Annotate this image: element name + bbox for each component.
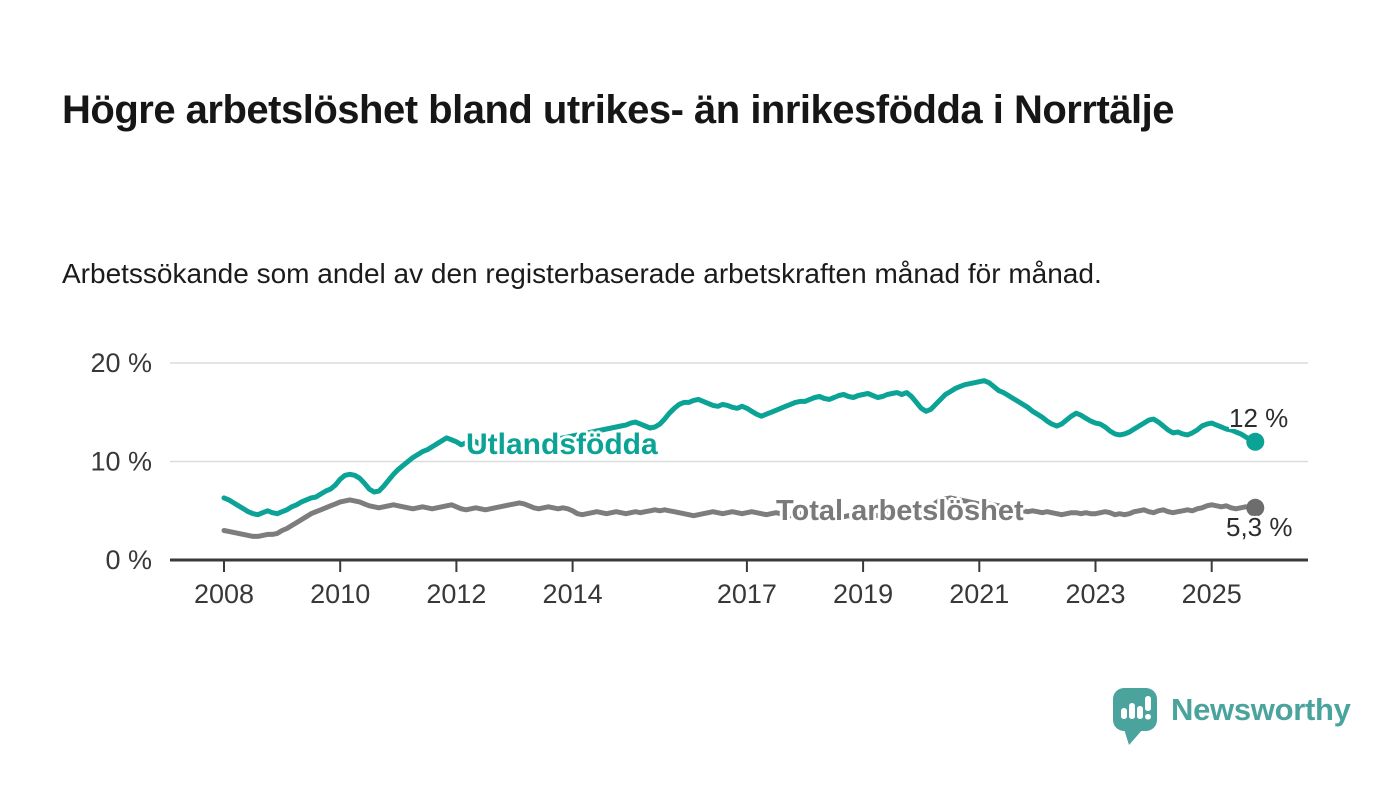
- exclamation-icon-dot: [1145, 714, 1151, 720]
- series-label-total-arbetsloshet: Total arbetslöshet: [776, 495, 1024, 527]
- series-end-dot: [1246, 498, 1265, 517]
- x-axis-tick-label: 2017: [717, 579, 777, 609]
- bar-icon-2: [1129, 703, 1135, 719]
- x-axis-tick-label: 2008: [194, 579, 254, 609]
- x-axis-tick-label: 2014: [543, 579, 603, 609]
- y-axis-tick-label: 10 %: [90, 447, 152, 477]
- end-value-label-total: 5,3 %: [1226, 512, 1293, 542]
- newsworthy-logo: Newsworthy: [1112, 687, 1351, 751]
- x-axis-tick-label: 2021: [949, 579, 1009, 609]
- newsworthy-logo-icon: [1113, 688, 1157, 745]
- newsworthy-wordmark: Newsworthy: [1171, 692, 1351, 727]
- series-line-total-arbetsl-shet: [221, 495, 1258, 539]
- series-end-dot: [1246, 432, 1265, 451]
- x-axis-tick-label: 2010: [310, 579, 370, 609]
- y-axis-tick-label: 20 %: [90, 348, 152, 378]
- series-label-utlandsfodda: Utlandsfödda: [466, 428, 658, 461]
- bar-icon-1: [1121, 708, 1127, 719]
- series-line-utlandsf-dda: [221, 378, 1258, 518]
- x-axis-tick-label: 2012: [426, 579, 486, 609]
- page-title: Högre arbetslöshet bland utrikes- än inr…: [62, 87, 1174, 132]
- chart-subtitle: Arbetssökande som andel av den registerb…: [62, 258, 1102, 289]
- exclamation-icon-bar: [1145, 696, 1151, 711]
- end-value-label-utlandsfodda: 12 %: [1229, 403, 1289, 433]
- x-axis-tick-label: 2025: [1182, 579, 1242, 609]
- x-axis-tick-label: 2019: [833, 579, 893, 609]
- y-axis-tick-label: 0 %: [105, 545, 152, 575]
- x-axis-tick-label: 2023: [1065, 579, 1125, 609]
- bar-icon-3: [1137, 706, 1143, 719]
